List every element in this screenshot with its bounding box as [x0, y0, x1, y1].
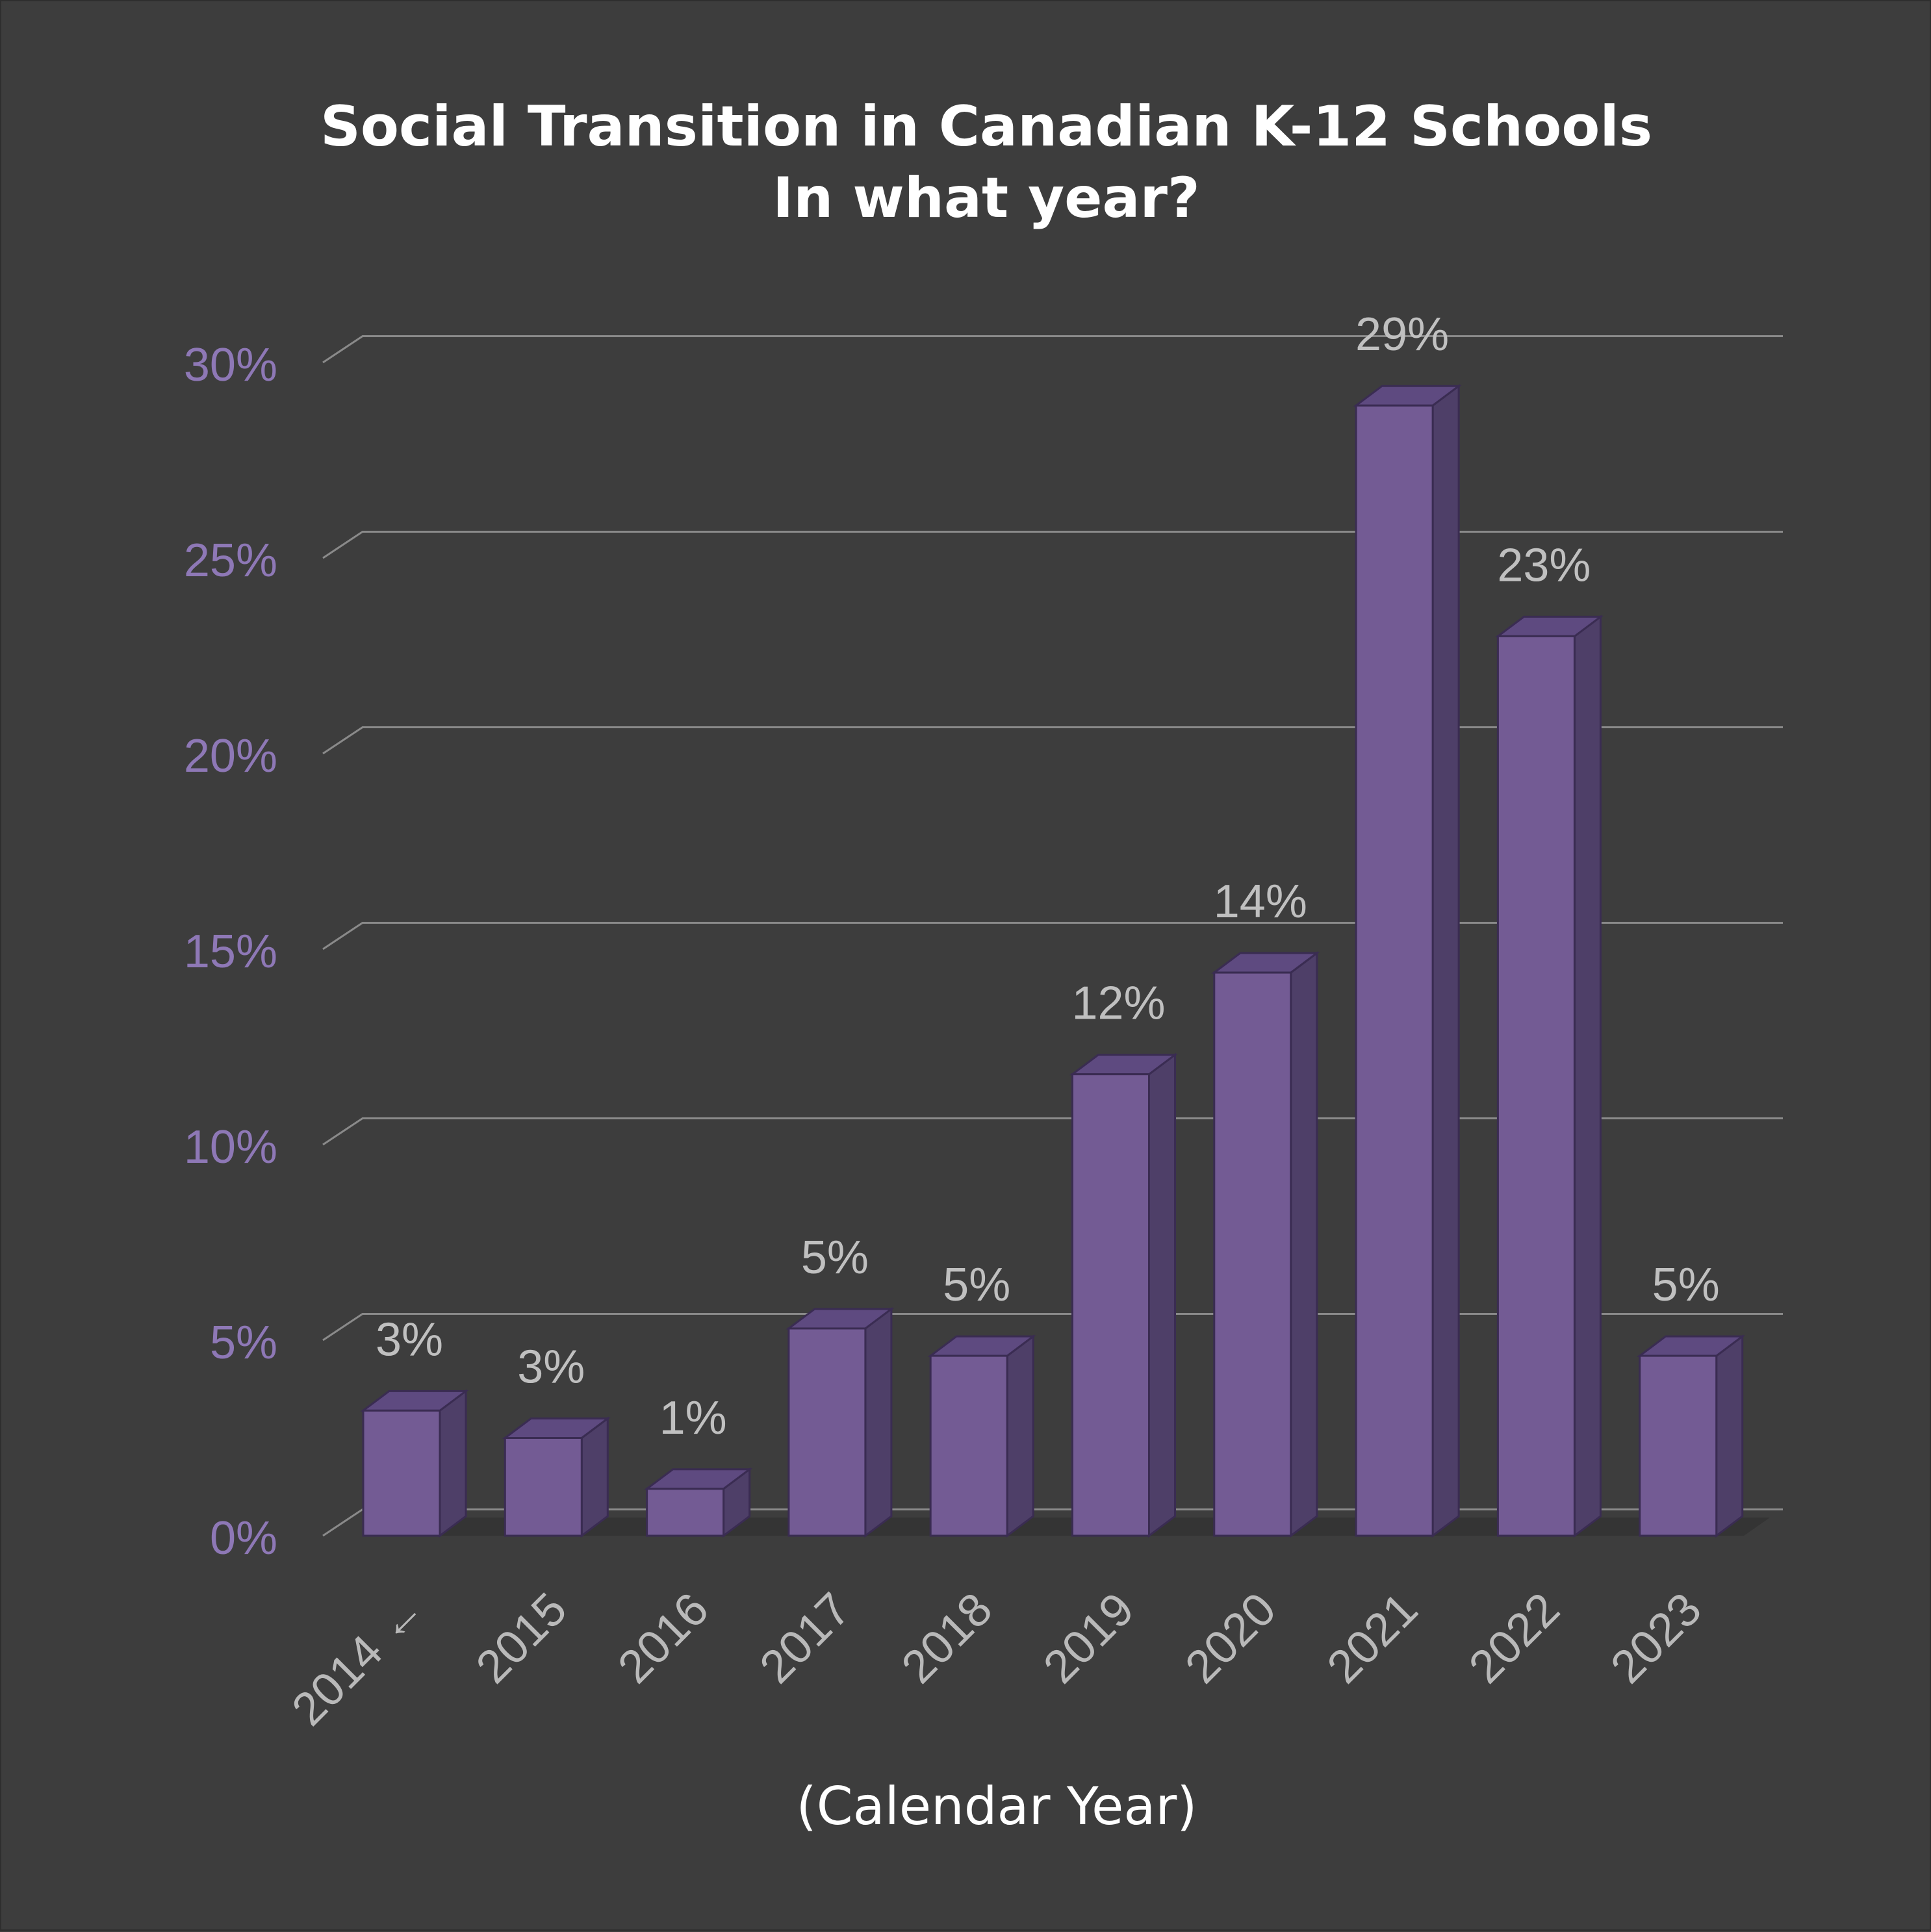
- bar-side: [1573, 615, 1602, 1538]
- x-tick-label: 2019: [1034, 1583, 1144, 1694]
- x-tick-label: 2016: [608, 1583, 719, 1694]
- bar-2016: [644, 1467, 753, 1538]
- bar-side: [1148, 1052, 1176, 1538]
- bar-2019: [1069, 1052, 1178, 1538]
- data-label: 29%: [1355, 309, 1449, 361]
- grid-layer: [322, 335, 1783, 1537]
- bar-2015: [502, 1416, 611, 1538]
- data-label: 3%: [376, 1314, 443, 1366]
- y-tick-label: 30%: [184, 339, 277, 391]
- data-labels: 3% 3% 1% 5% 5% 12% 14% 29% 23% 5%: [376, 309, 1720, 1444]
- gridline: [322, 335, 1783, 364]
- y-tick-label: 25%: [184, 535, 277, 587]
- chart-title: Social Transition in Canadian K-12 Schoo…: [320, 94, 1652, 159]
- y-tick-label: 10%: [184, 1121, 277, 1173]
- bar-front: [929, 1354, 1008, 1537]
- data-label: 5%: [801, 1232, 869, 1284]
- bar-side: [1006, 1334, 1034, 1538]
- bar-2014: [360, 1389, 469, 1538]
- y-tick-label: 5%: [210, 1317, 277, 1369]
- bar-side: [864, 1306, 893, 1538]
- bar-front: [646, 1488, 725, 1537]
- bar-front: [787, 1327, 867, 1537]
- x-axis-label: (Calendar Year): [797, 1776, 1197, 1837]
- y-tick-label: 0%: [210, 1512, 277, 1564]
- bar-2017: [786, 1306, 895, 1538]
- x-tick-label: 2015: [467, 1583, 577, 1694]
- gridline: [322, 531, 1783, 559]
- x-tick-label: 2017: [750, 1583, 860, 1694]
- x-tick-label: 2018: [892, 1583, 1003, 1694]
- bars: [360, 384, 1746, 1538]
- data-label: 5%: [1652, 1259, 1720, 1311]
- bar-front: [1496, 635, 1576, 1537]
- bar-2018: [927, 1334, 1036, 1538]
- x-tick-label: 2023: [1601, 1583, 1711, 1694]
- data-label: 1%: [659, 1392, 727, 1444]
- x-tick-label: 2021: [1318, 1583, 1428, 1694]
- data-label: 14%: [1214, 876, 1307, 928]
- bar-front: [1355, 404, 1434, 1537]
- y-axis-ticks: 0% 5% 10% 15% 20% 25% 30%: [184, 339, 277, 1564]
- bar-2020: [1211, 951, 1320, 1538]
- data-label: 12%: [1071, 978, 1165, 1030]
- y-tick-label: 15%: [184, 926, 277, 978]
- bar-front: [504, 1437, 583, 1537]
- x-axis-ticks: 2014 ← 2015 2016 2017 2018 2019 2020 2021 2022 20…: [282, 1583, 1711, 1736]
- bar-front: [1213, 971, 1292, 1537]
- bar-front: [1639, 1354, 1718, 1537]
- chart-subtitle: In what year?: [773, 166, 1200, 231]
- bar-2021: [1353, 384, 1462, 1538]
- x-tick-label: 2014 ←: [282, 1583, 435, 1736]
- bar-side: [1715, 1334, 1744, 1538]
- gridline: [322, 922, 1783, 950]
- x-tick-label: 2020: [1175, 1583, 1286, 1694]
- x-tick-label: 2022: [1459, 1583, 1570, 1694]
- bar-front: [362, 1409, 441, 1537]
- bar-side: [1431, 384, 1460, 1538]
- bar-side: [1290, 951, 1318, 1538]
- y-tick-label: 20%: [184, 730, 277, 782]
- gridline: [322, 726, 1783, 755]
- data-label: 3%: [517, 1341, 585, 1393]
- bar-front: [1071, 1073, 1150, 1537]
- bar-2022: [1494, 615, 1604, 1538]
- data-label: 23%: [1497, 539, 1591, 591]
- data-label: 5%: [943, 1259, 1010, 1311]
- bar-2023: [1637, 1334, 1746, 1538]
- bar-side: [439, 1389, 467, 1538]
